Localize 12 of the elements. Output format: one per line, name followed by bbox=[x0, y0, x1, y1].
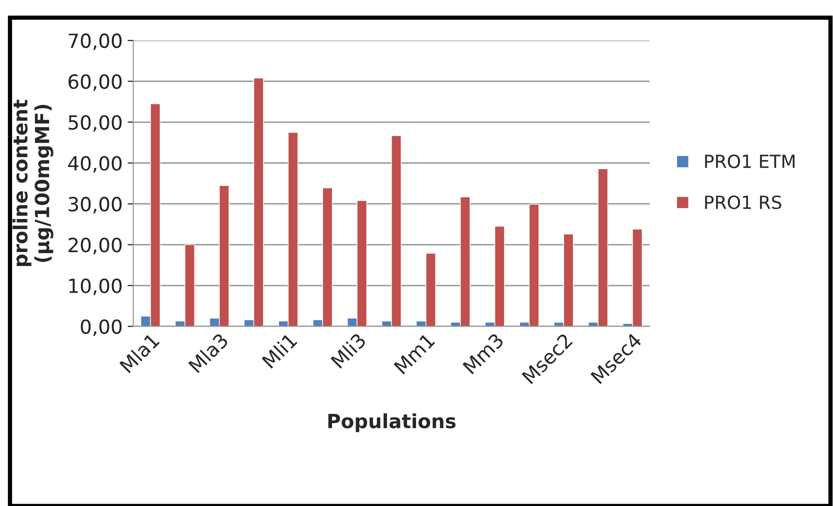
y-tick-label: 0,00 bbox=[80, 319, 122, 336]
legend-label: PRO1 RS bbox=[705, 195, 782, 210]
y-tick-label: 40,00 bbox=[68, 156, 122, 173]
y-tick-label: 70,00 bbox=[68, 33, 122, 50]
legend-label: PRO1 ETM bbox=[705, 154, 795, 168]
y-tick-label: 60,00 bbox=[68, 74, 122, 91]
y-axis-title: proline content (µg/100mgMF) bbox=[12, 100, 54, 266]
y-tick-label: 20,00 bbox=[68, 238, 122, 254]
x-axis-title: Populations bbox=[328, 413, 456, 432]
y-tick-label: 30,00 bbox=[68, 196, 122, 214]
y-tick-label: 50,00 bbox=[68, 115, 122, 132]
y-tick-label: 10,00 bbox=[69, 278, 122, 296]
